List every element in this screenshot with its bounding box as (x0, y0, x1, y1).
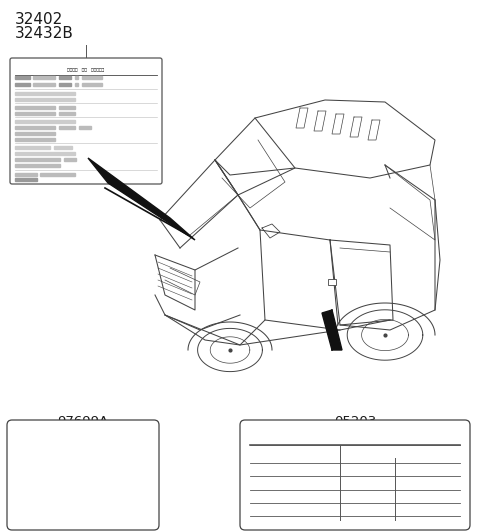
Polygon shape (88, 158, 195, 240)
FancyBboxPatch shape (240, 420, 470, 530)
FancyBboxPatch shape (10, 58, 162, 184)
Bar (15, 97, 75, 101)
Bar (15, 92, 75, 95)
Bar (15, 126, 55, 129)
Text: 05203: 05203 (334, 415, 376, 428)
Bar (59, 82, 71, 86)
Bar (15, 105, 55, 109)
Bar (15, 112, 55, 114)
Bar (82, 76, 102, 79)
Bar (15, 137, 55, 140)
Bar (15, 172, 37, 176)
Bar (40, 172, 75, 176)
Bar (33, 82, 55, 86)
Bar (82, 82, 102, 86)
Bar (328, 279, 336, 285)
Bar (79, 126, 91, 129)
Bar (15, 157, 60, 161)
Polygon shape (322, 310, 342, 350)
Bar (59, 76, 71, 79)
Text: 32402: 32402 (15, 12, 63, 27)
Bar (59, 105, 75, 109)
Bar (15, 82, 30, 86)
Bar (59, 112, 75, 114)
Text: 97699A: 97699A (58, 415, 108, 428)
Bar (15, 120, 75, 122)
Bar (15, 131, 55, 135)
Bar (64, 157, 76, 161)
Bar (15, 163, 60, 167)
Bar (75, 76, 78, 79)
Bar (15, 145, 50, 148)
Bar (15, 76, 30, 79)
Bar (33, 76, 55, 79)
FancyBboxPatch shape (7, 420, 159, 530)
Bar (15, 178, 37, 180)
Text: 배출가스   인증   환경부장관: 배출가스 인증 환경부장관 (67, 68, 105, 72)
Bar (75, 82, 78, 86)
Bar (59, 126, 75, 129)
Bar (54, 145, 72, 148)
Bar (15, 152, 75, 154)
Text: 32432B: 32432B (15, 26, 74, 41)
